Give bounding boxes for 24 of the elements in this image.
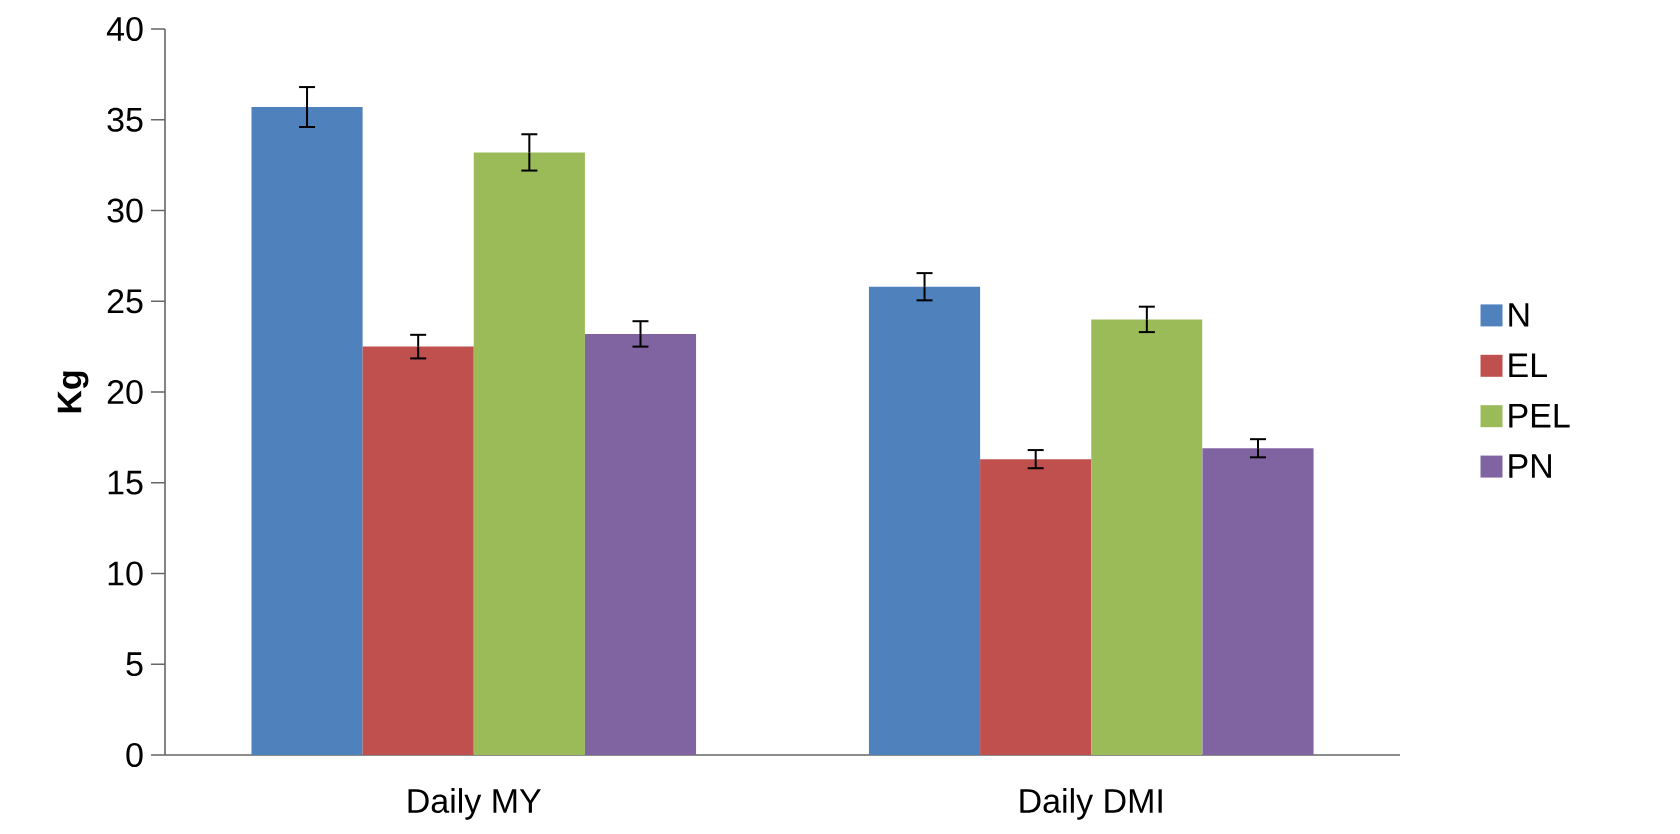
bar (868, 286, 981, 755)
y-tick-label: 25 (107, 289, 143, 314)
legend-label: PN (1509, 454, 1551, 478)
bar (980, 459, 1092, 755)
legend-label: PEL (1509, 403, 1570, 428)
y-axis-title: Kg (57, 371, 89, 413)
x-tick-label: Daily MY (408, 788, 541, 820)
y-tick-label: 15 (108, 470, 143, 495)
y-tick-label: 40 (106, 16, 143, 42)
bar (473, 152, 585, 755)
legend-label: EL (1509, 353, 1547, 377)
y-tick-label: 35 (107, 107, 143, 132)
bar (362, 346, 474, 755)
x-tick-label: Daily DMI (1020, 788, 1162, 820)
bar (1091, 319, 1203, 755)
legend-label: N (1509, 303, 1529, 327)
y-tick-label: 30 (107, 198, 143, 223)
y-tick-label: 20 (107, 379, 143, 405)
y-tick-label: 0 (126, 742, 143, 768)
bar (251, 107, 363, 755)
y-tick-label: 5 (126, 652, 143, 677)
y-tick-label: 10 (108, 561, 143, 586)
bar (584, 333, 697, 755)
bar (1202, 448, 1314, 755)
